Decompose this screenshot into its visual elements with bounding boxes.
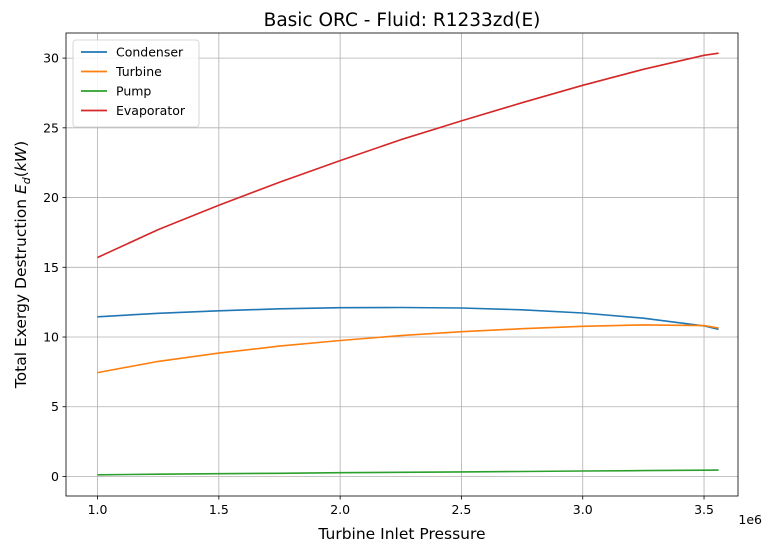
y-tick-label: 30 (43, 51, 59, 66)
x-tick-label: 2.5 (451, 502, 471, 517)
legend-label: Condenser (116, 45, 184, 60)
y-axis-label-symbol: E (12, 184, 30, 194)
legend-label: Pump (116, 84, 151, 99)
y-tick-label: 25 (43, 120, 59, 135)
y-tick-label: 15 (43, 260, 59, 275)
y-axis-label-prefix: Total Exergy Destruction (12, 194, 30, 389)
x-tick-label: 2.0 (330, 502, 350, 517)
legend: Condenser Turbine Pump Evaporator (72, 39, 200, 128)
x-tick-label: 1.0 (88, 502, 108, 517)
y-tick-label: 5 (51, 399, 59, 414)
x-axis-offset-label: 1e6 (738, 512, 762, 527)
x-axis-label: Turbine Inlet Pressure (317, 525, 485, 543)
plot-frame (65, 32, 739, 497)
y-tick-label: 20 (43, 190, 59, 205)
series-line-condenser (97, 306, 719, 331)
series-line-evaporator (97, 52, 719, 259)
x-tick-label: 3.0 (573, 502, 593, 517)
y-axis-label-unit-open: ( (12, 171, 30, 177)
y-tick-label: 10 (43, 330, 59, 345)
axis-ticks: 1.0 1.5 2.0 2.5 3.0 3.5 0 5 10 15 20 25 30 (43, 51, 714, 517)
y-axis-label: Total Exergy Destruction Ed(kW) (12, 141, 33, 389)
grid (66, 33, 738, 496)
series-line-pump (97, 469, 719, 476)
y-axis-label-subscript: d (20, 176, 33, 184)
series-lines (97, 52, 719, 476)
legend-label: Evaporator (116, 103, 186, 118)
x-tick-label: 3.5 (694, 502, 714, 517)
x-tick-label: 1.5 (209, 502, 229, 517)
series-line-turbine (97, 324, 719, 374)
y-axis-label-unit-close: ) (12, 141, 30, 147)
legend-label: Turbine (115, 64, 162, 79)
y-axis-label-unit: kW (12, 146, 30, 171)
legend-box (72, 39, 200, 128)
y-tick-label: 0 (51, 469, 59, 484)
chart-title: Basic ORC - Fluid: R1233zd(E) (264, 10, 541, 31)
